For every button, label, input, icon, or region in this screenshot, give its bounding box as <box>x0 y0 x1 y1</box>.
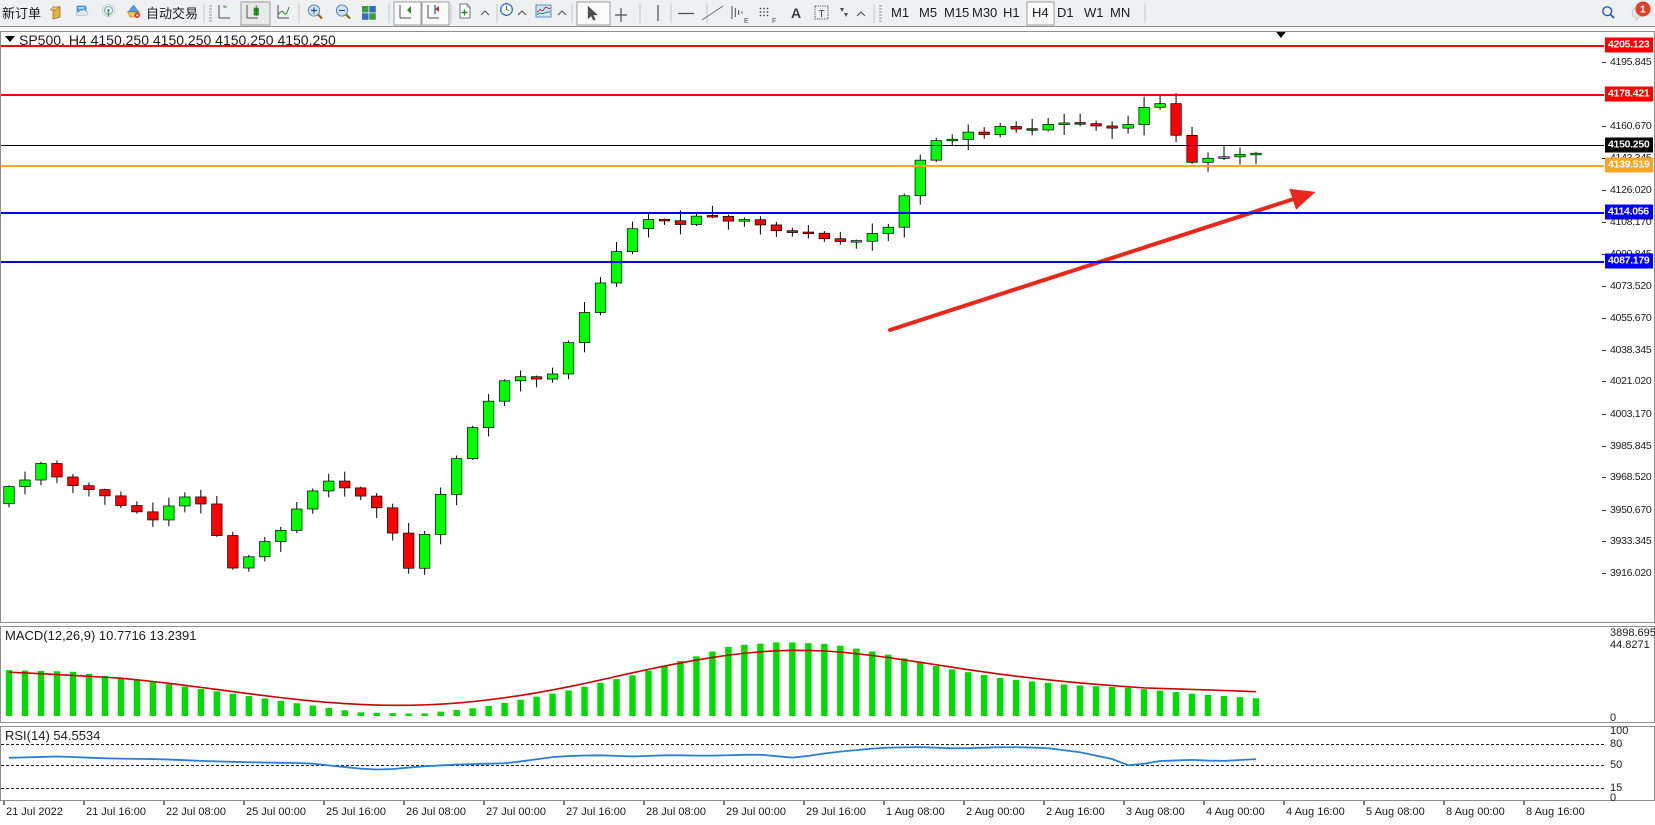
svg-text:M5: M5 <box>919 5 937 20</box>
svg-text:26 Jul 08:00: 26 Jul 08:00 <box>406 806 466 818</box>
svg-text:25 Jul 00:00: 25 Jul 00:00 <box>246 806 306 818</box>
svg-text:8 Aug 00:00: 8 Aug 00:00 <box>1446 806 1505 818</box>
svg-text:D1: D1 <box>1057 5 1074 20</box>
svg-text:W1: W1 <box>1084 5 1104 20</box>
svg-text:新订单: 新订单 <box>2 6 41 21</box>
svg-text:M15: M15 <box>944 5 969 20</box>
svg-text:27 Jul 00:00: 27 Jul 00:00 <box>486 806 546 818</box>
svg-text:3 Aug 08:00: 3 Aug 08:00 <box>1126 806 1185 818</box>
svg-text:H1: H1 <box>1003 5 1020 20</box>
svg-text:27 Jul 16:00: 27 Jul 16:00 <box>566 806 626 818</box>
svg-text:H4: H4 <box>1032 5 1049 20</box>
svg-text:21 Jul 2022: 21 Jul 2022 <box>6 806 63 818</box>
svg-text:0: 0 <box>1610 712 1616 724</box>
svg-text:2 Aug 00:00: 2 Aug 00:00 <box>966 806 1025 818</box>
svg-text:RSI(14) 54.5534: RSI(14) 54.5534 <box>5 728 100 743</box>
svg-text:21 Jul 16:00: 21 Jul 16:00 <box>86 806 146 818</box>
svg-text:A: A <box>791 5 801 21</box>
svg-text:2 Aug 16:00: 2 Aug 16:00 <box>1046 806 1105 818</box>
svg-text:自动交易: 自动交易 <box>146 6 198 21</box>
svg-text:MN: MN <box>1110 5 1130 20</box>
svg-text:5 Aug 08:00: 5 Aug 08:00 <box>1366 806 1425 818</box>
svg-text:4 Aug 16:00: 4 Aug 16:00 <box>1286 806 1345 818</box>
svg-text:44.8271: 44.8271 <box>1610 639 1650 651</box>
svg-text:28 Jul 08:00: 28 Jul 08:00 <box>646 806 706 818</box>
svg-text:M30: M30 <box>972 5 997 20</box>
svg-text:25 Jul 16:00: 25 Jul 16:00 <box>326 806 386 818</box>
svg-text:M1: M1 <box>891 5 909 20</box>
svg-text:3898.695: 3898.695 <box>1610 627 1655 639</box>
svg-text:MACD(12,26,9) 10.7716 13.2391: MACD(12,26,9) 10.7716 13.2391 <box>5 628 197 643</box>
svg-text:4 Aug 00:00: 4 Aug 00:00 <box>1206 806 1265 818</box>
svg-text:1: 1 <box>1640 5 1646 16</box>
svg-text:1 Aug 08:00: 1 Aug 08:00 <box>886 806 945 818</box>
svg-text:22 Jul 08:00: 22 Jul 08:00 <box>166 806 226 818</box>
svg-text:F: F <box>772 18 776 25</box>
svg-text:8 Aug 16:00: 8 Aug 16:00 <box>1526 806 1585 818</box>
svg-text:T: T <box>819 9 825 20</box>
svg-text:29 Jul 00:00: 29 Jul 00:00 <box>726 806 786 818</box>
svg-text:29 Jul 16:00: 29 Jul 16:00 <box>806 806 866 818</box>
svg-text:E: E <box>744 18 749 25</box>
